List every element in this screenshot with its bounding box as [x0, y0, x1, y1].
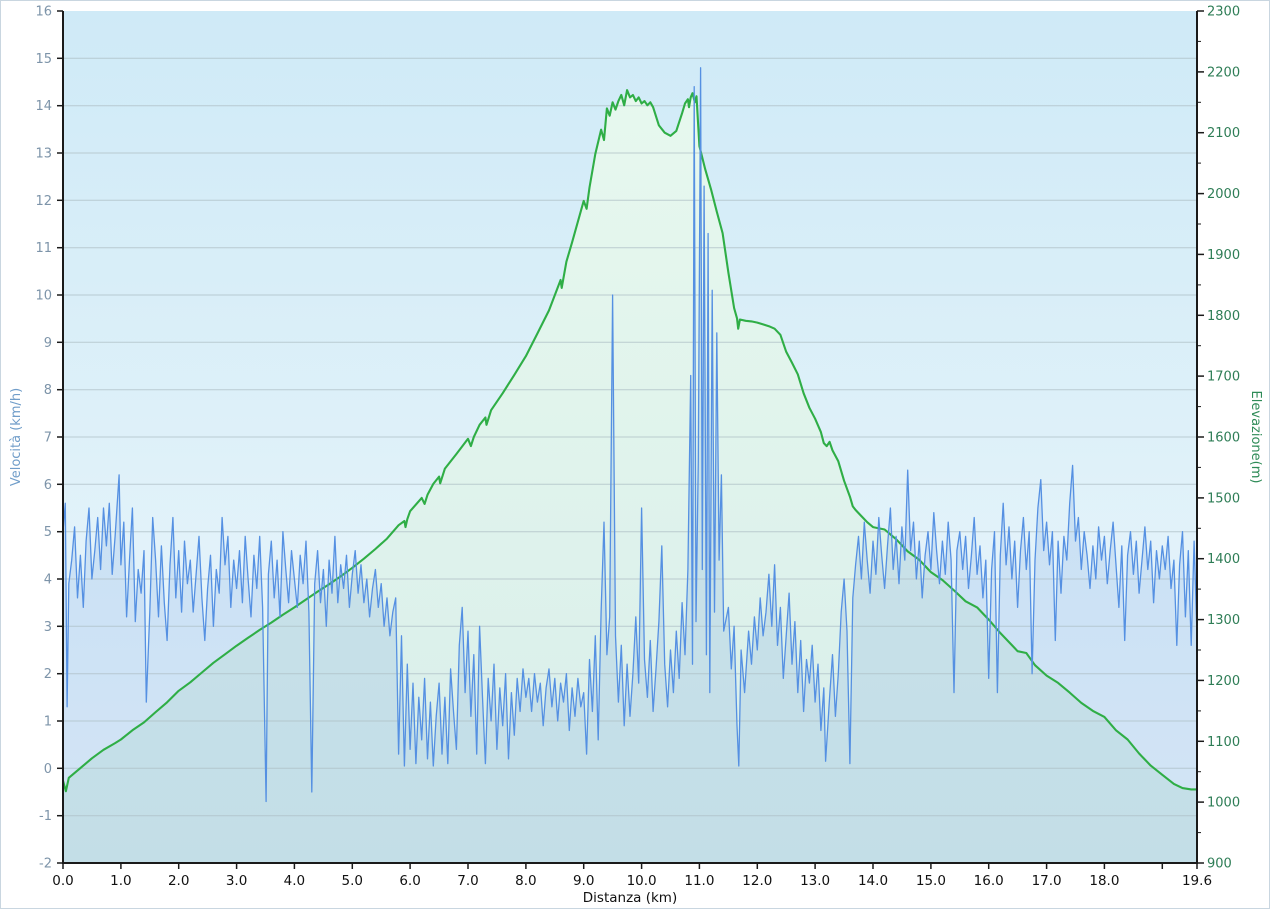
right-tick-label: 2100 — [1207, 126, 1240, 141]
right-axis-ticks: 900 1000 1100 1200 1300 1400 1500 1600 1700 1800 1… — [1197, 5, 1240, 872]
right-tick-label: 1400 — [1207, 552, 1240, 567]
right-tick-label: 1800 — [1207, 309, 1240, 324]
left-tick-label: 3 — [44, 620, 52, 635]
elevation-area-fill — [63, 90, 1197, 864]
left-tick-label: 7 — [44, 431, 52, 446]
horizontal-gridlines — [63, 57, 1197, 817]
x-tick-label: 19.6 — [1182, 873, 1212, 889]
x-tick-label: 5.0 — [342, 873, 363, 889]
left-axis-title: Velocità (km/h) — [9, 388, 24, 486]
right-tick-label: 2300 — [1207, 5, 1240, 20]
right-tick-label: 1000 — [1207, 796, 1240, 811]
x-tick-label: 13.0 — [800, 873, 830, 889]
left-tick-label: 1 — [44, 715, 52, 730]
x-tick-label: 3.0 — [226, 873, 247, 889]
left-tick-label: 14 — [35, 99, 52, 114]
x-axis-ticks: 0.0 1.0 2.0 3.0 4.0 5.0 6.0 7.0 8.0 9.0 10.0 11.0 12… — [52, 863, 1212, 889]
x-tick-label: 2.0 — [168, 873, 189, 889]
x-tick-label: 7.0 — [457, 873, 478, 889]
left-tick-label: 8 — [44, 383, 52, 398]
right-tick-label: 1900 — [1207, 248, 1240, 263]
left-tick-label: 2 — [44, 667, 52, 682]
left-tick-label: -2 — [39, 857, 52, 872]
x-tick-label: 4.0 — [284, 873, 305, 889]
x-tick-label: 18.0 — [1089, 873, 1119, 889]
speed-line-series — [62, 67, 1198, 803]
right-tick-label: 1200 — [1207, 674, 1240, 689]
left-tick-label: 15 — [35, 52, 52, 67]
x-tick-label: 17.0 — [1032, 873, 1062, 889]
left-tick-label: 11 — [35, 241, 52, 256]
left-tick-label: 5 — [44, 525, 52, 540]
x-tick-label: 8.0 — [515, 873, 536, 889]
x-tick-label: 12.0 — [742, 873, 772, 889]
right-axis-title: Elevazione(m) — [1248, 391, 1263, 484]
left-tick-label: 4 — [44, 573, 52, 588]
x-tick-label: 1.0 — [110, 873, 131, 889]
left-tick-label: 13 — [35, 147, 52, 162]
left-tick-label: 12 — [35, 194, 52, 209]
right-tick-label: 2200 — [1207, 65, 1240, 80]
x-tick-label: 11.0 — [684, 873, 714, 889]
left-tick-label: 10 — [35, 289, 52, 304]
right-tick-label: 1600 — [1207, 431, 1240, 446]
elevation-line-series — [61, 89, 1197, 793]
right-tick-label: 1300 — [1207, 613, 1240, 628]
x-tick-label: 15.0 — [916, 873, 946, 889]
x-tick-label: 0.0 — [52, 873, 73, 889]
x-axis-title: Distanza (km) — [583, 890, 677, 906]
x-tick-label: 10.0 — [627, 873, 657, 889]
right-tick-label: 1700 — [1207, 370, 1240, 385]
right-tick-label: 1500 — [1207, 491, 1240, 506]
right-tick-label: 1100 — [1207, 735, 1240, 750]
x-tick-label: 9.0 — [573, 873, 594, 889]
left-tick-label: 6 — [44, 478, 52, 493]
speed-area-fill — [63, 67, 1197, 864]
x-tick-label: 6.0 — [399, 873, 420, 889]
left-tick-label: 0 — [44, 762, 52, 777]
right-tick-label: 2000 — [1207, 187, 1240, 202]
left-tick-label: -1 — [39, 809, 52, 824]
left-tick-label: 9 — [44, 336, 52, 351]
x-tick-label: 16.0 — [974, 873, 1004, 889]
left-tick-label: 16 — [35, 5, 52, 20]
x-tick-label: 14.0 — [858, 873, 888, 889]
right-tick-label: 900 — [1207, 857, 1232, 872]
